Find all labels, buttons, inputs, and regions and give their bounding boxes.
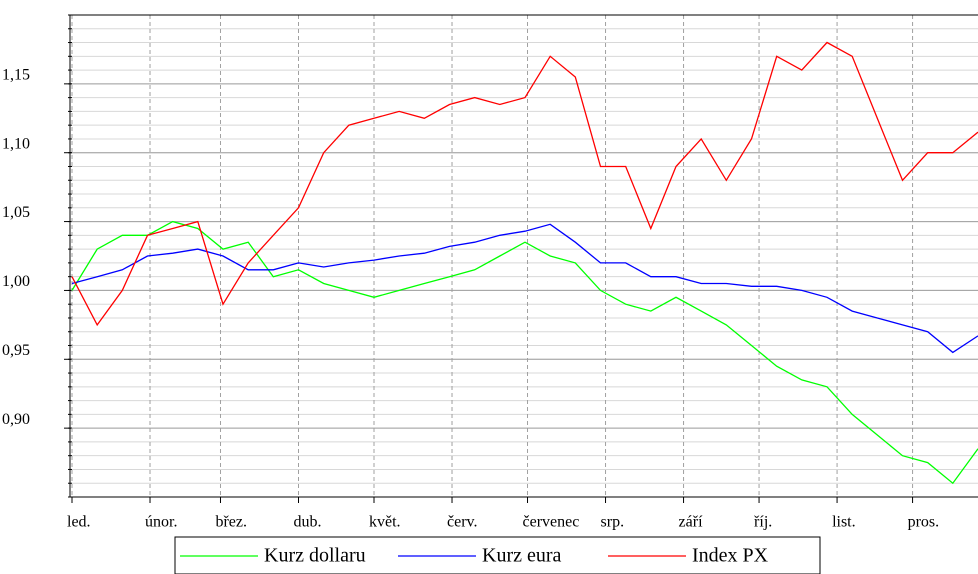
series-line [71, 223, 978, 354]
series-line [71, 220, 978, 485]
legend-box [174, 536, 821, 574]
x-tick-label: pros. [908, 514, 940, 531]
legend-label: Kurz dollaru [264, 545, 366, 567]
x-tick-label: břez. [215, 514, 247, 531]
x-tick-label: led. [67, 514, 91, 531]
x-tick-label: dub. [294, 514, 322, 531]
legend-label: Kurz eura [482, 545, 562, 567]
y-tick-label: 0,95 [2, 342, 30, 359]
series-line [71, 41, 978, 327]
x-tick-label: květ. [369, 514, 401, 531]
legend-label: Index PX [692, 545, 769, 567]
x-tick-label: říj. [754, 514, 772, 531]
x-tick-label: list. [832, 514, 856, 531]
x-tick-label: srp. [601, 514, 625, 531]
y-tick-label: 1,15 [2, 67, 30, 84]
x-tick-label: září [679, 514, 704, 531]
y-tick-label: 1,00 [2, 273, 30, 290]
y-tick-label: 1,05 [2, 204, 30, 221]
y-tick-label: 0,90 [2, 411, 30, 428]
x-tick-label: červenec [523, 514, 580, 531]
y-tick-label: 1,10 [2, 135, 30, 152]
x-tick-label: únor. [145, 514, 177, 531]
x-tick-label: červ. [447, 514, 478, 531]
